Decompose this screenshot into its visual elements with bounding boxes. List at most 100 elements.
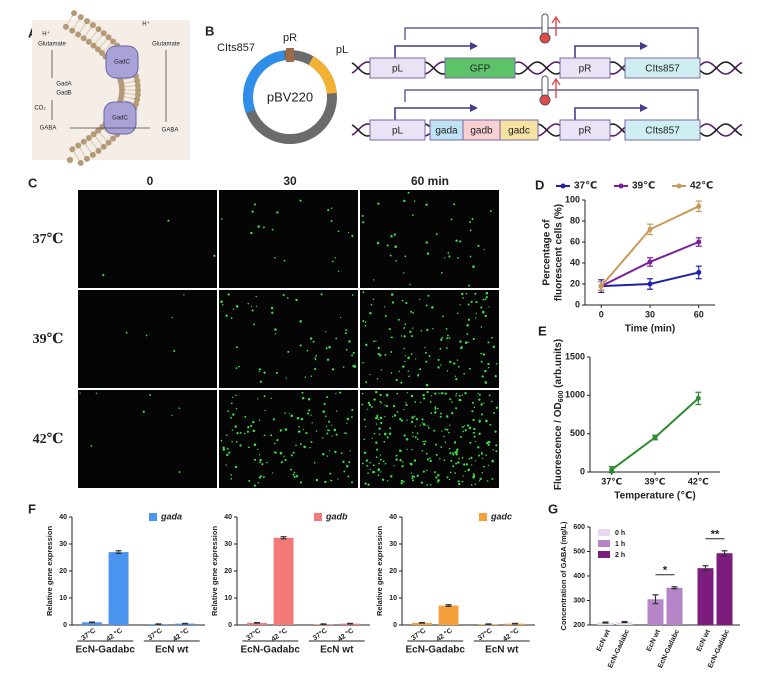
cell-dot — [403, 335, 406, 338]
cell-dot — [364, 451, 367, 455]
bar — [666, 587, 683, 625]
cell-dot — [420, 329, 423, 332]
cell-dot — [314, 358, 317, 361]
cell-dot — [414, 436, 417, 439]
cell-dot — [378, 462, 381, 465]
lipid-head — [75, 142, 82, 149]
cell-dot — [468, 458, 471, 460]
arrow-head — [470, 42, 478, 50]
cell-dot — [95, 392, 98, 395]
cell-dot — [454, 472, 457, 474]
cell-dot — [401, 461, 404, 463]
cell-dot — [419, 424, 421, 426]
y-axis-label: Concentration of GABA (mg/L) — [559, 521, 568, 630]
cell-dot — [270, 434, 273, 437]
cell-dot — [264, 409, 266, 412]
cell-dot — [373, 432, 376, 435]
cell-dot — [403, 481, 405, 483]
cell-dot — [419, 401, 422, 404]
cell-dot — [441, 430, 443, 432]
cell-dot — [327, 429, 329, 432]
cell-dot — [396, 410, 399, 413]
cell-dot — [279, 451, 283, 455]
y-tick-label: 0 — [393, 622, 397, 629]
panel-letter: E — [538, 323, 547, 338]
bar — [597, 622, 614, 625]
cell-dot — [481, 457, 484, 460]
cell-dot — [461, 394, 464, 397]
cell-dot — [444, 428, 447, 431]
cell-dot — [474, 317, 477, 319]
cell-dot — [469, 221, 471, 223]
cell-dot — [299, 443, 302, 446]
regulation-line — [404, 89, 699, 120]
micrograph — [360, 390, 499, 488]
cell-dot — [367, 465, 369, 467]
cell-dot — [446, 337, 449, 340]
x-tick-label: 0 — [599, 309, 604, 319]
y-tick-label: 30 — [389, 541, 397, 548]
cell-dot — [274, 328, 277, 331]
cell-dot — [492, 449, 494, 451]
cell-dot — [376, 241, 380, 245]
y-axis-label-part: 600 — [558, 390, 565, 402]
cell-dot — [234, 465, 238, 469]
cell-dot — [258, 368, 262, 371]
bar — [438, 605, 459, 625]
cell-dot — [494, 375, 497, 378]
legend-swatch — [598, 551, 610, 558]
cell-dot — [473, 427, 476, 431]
cell-dot — [460, 399, 462, 401]
panel-letter: B — [205, 23, 214, 38]
lipid-head — [90, 131, 97, 138]
cell-dot — [378, 427, 381, 430]
lipid-head — [100, 143, 107, 150]
cell-dot — [434, 411, 437, 414]
cell-dot — [329, 479, 332, 481]
y-tick-label: 1000 — [565, 390, 585, 400]
cell-dot — [299, 199, 302, 202]
promoter-arrow — [574, 45, 640, 58]
cell-dot — [330, 219, 333, 222]
cell-dot — [377, 467, 380, 470]
cell-dot — [414, 425, 416, 428]
cell-dot — [178, 471, 181, 473]
lipid-head — [134, 96, 141, 103]
cell-dot — [455, 378, 458, 381]
legend-swatch — [149, 513, 157, 521]
cell-dot — [275, 371, 278, 375]
cell-dot — [390, 372, 393, 374]
cell-dot — [486, 441, 489, 445]
cell-dot — [323, 402, 326, 406]
legend-swatch — [598, 529, 610, 536]
cell-dot — [320, 293, 323, 296]
cell-dot — [329, 472, 332, 475]
lipid-head — [84, 18, 91, 25]
cell-dot — [478, 480, 481, 482]
cell-dot — [367, 483, 370, 486]
micrograph — [78, 290, 217, 388]
cell-dot — [449, 471, 452, 474]
cell-dot — [475, 301, 478, 304]
cell-dot — [428, 355, 431, 358]
cell-dot — [235, 305, 239, 308]
cell-dot — [412, 312, 415, 314]
micrograph — [78, 390, 217, 488]
micrograph — [219, 190, 358, 288]
lipid-head — [89, 151, 96, 158]
cell-dot — [400, 381, 403, 384]
cell-dot — [440, 364, 442, 366]
cell-dot — [378, 433, 381, 435]
cell-dot — [247, 446, 250, 449]
cell-dot — [390, 293, 394, 296]
cell-dot — [232, 396, 234, 398]
cell-dot — [244, 415, 247, 418]
y-tick-label: 30 — [59, 541, 67, 548]
cell-dot — [251, 210, 254, 213]
cell-dot — [400, 419, 404, 422]
cell-dot — [289, 412, 291, 414]
y-tick-label: 20 — [224, 568, 232, 575]
bar — [697, 568, 714, 625]
lipid-head — [69, 27, 76, 34]
cell-dot — [426, 328, 429, 332]
